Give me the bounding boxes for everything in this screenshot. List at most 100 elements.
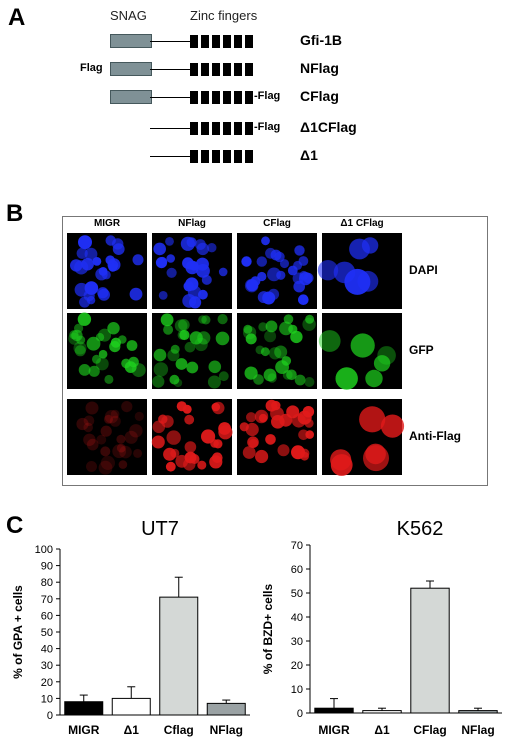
y-tick-label: 40 [41,644,53,656]
y-axis-label: % of GPA + cells [11,585,25,679]
panel-a-letter: A [8,4,26,31]
micrograph-grid: MIGR NFlag CFlag Δ1 CFlag DAPI GFP Anti-Flag [62,216,488,486]
micrograph-image [152,233,232,309]
zinc-finger-block [201,91,209,104]
bar [410,587,450,714]
micrograph-row-label: DAPI [409,263,438,277]
category-label: NFlag [461,723,494,737]
y-tick-label: 10 [291,684,303,696]
y-tick-label: 0 [47,710,53,722]
micrograph-column-header: NFlag [178,218,206,229]
y-tick-label: 20 [291,660,303,672]
flag-tag-right: -Flag [254,90,281,102]
zinc-finger-block [245,35,253,48]
category-label: MIGR [68,723,100,737]
y-tick-label: 60 [291,564,303,576]
snag-domain [110,90,152,104]
micrograph-image [67,399,147,475]
zinc-finger-block [234,91,242,104]
linker-line [150,156,190,157]
micrograph-image [151,399,233,475]
construct-label: Gfi-1B [300,32,342,48]
panel-b-letter: B [6,200,24,227]
zinc-finger-block [234,63,242,76]
flag-tag-left: Flag [80,62,103,74]
bar [206,702,246,716]
zinc-finger-block [190,91,198,104]
y-tick-label: 90 [41,561,53,573]
y-tick-label: 60 [41,610,53,622]
y-tick-label: 30 [291,636,303,648]
y-tick-label: 40 [291,612,303,624]
micrograph-image [237,399,317,475]
linker-line [150,97,190,98]
panel-c-letter: C [6,512,24,539]
micrograph-image [237,233,317,309]
micrograph-image [317,233,402,309]
micrograph-images [67,233,405,476]
category-label: Δ1 [374,723,390,737]
snag-domain [110,34,152,48]
micrograph-image [237,313,317,389]
y-axis-label: % of BZD+ cells [261,583,275,674]
zinc-finger-block [201,63,209,76]
y-tick-label: 50 [291,588,303,600]
zinc-finger-block [201,150,209,163]
zinc-finger-block [223,63,231,76]
micrograph-image [322,399,405,476]
category-label: CFlag [413,723,446,737]
bar [111,697,151,716]
y-tick-label: 70 [291,540,303,552]
flag-tag-right: -Flag [254,121,281,133]
construct-label: NFlag [300,60,339,76]
micrograph-column-header: CFlag [263,218,291,229]
zinc-finger-block [190,35,198,48]
zinc-finger-block [245,63,253,76]
zinc-finger-block [245,150,253,163]
category-label: Δ1 [124,723,140,737]
zinc-finger-block [190,63,198,76]
zinc-finger-block [190,150,198,163]
bar [458,710,498,714]
zinc-finger-block [223,91,231,104]
category-label: NFlag [210,723,243,737]
zinc-finger-block [212,91,220,104]
construct-label: Δ1 [300,147,318,163]
zinc-finger-block [201,122,209,135]
bar [159,596,199,716]
y-tick-label: 20 [41,677,53,689]
micrograph-column-header: Δ1 CFlag [340,218,384,229]
zinc-finger-block [223,122,231,135]
linker-line [150,128,190,129]
chart-title: K562 [397,518,444,540]
y-tick-label: 80 [41,577,53,589]
category-label: MIGR [318,723,350,737]
zinc-finger-block [223,150,231,163]
bar [362,710,402,714]
bar [64,701,104,716]
y-tick-label: 50 [41,627,53,639]
micrograph-row-label: GFP [409,343,434,357]
micrograph-image [318,313,402,390]
zinc-finger-block [223,35,231,48]
zinc-finger-block [234,150,242,163]
y-tick-label: 0 [297,708,303,720]
construct-label: Δ1CFlag [300,119,357,135]
zinc-finger-block [212,63,220,76]
zinc-finger-block [201,35,209,48]
linker-line [150,69,190,70]
construct-label: CFlag [300,88,339,104]
micrograph-image [67,312,147,389]
snag-header: SNAG [110,8,147,23]
zinc-finger-block [245,122,253,135]
y-tick-label: 100 [35,544,53,556]
y-tick-label: 70 [41,594,53,606]
zinc-finger-block [212,35,220,48]
y-tick-label: 10 [41,693,53,705]
zinc-finger-block [234,35,242,48]
chart-title: UT7 [141,518,179,540]
zinc-finger-block [245,91,253,104]
micrograph-column-header: MIGR [93,218,121,229]
zinc-finger-block [234,122,242,135]
snag-domain [110,62,152,76]
